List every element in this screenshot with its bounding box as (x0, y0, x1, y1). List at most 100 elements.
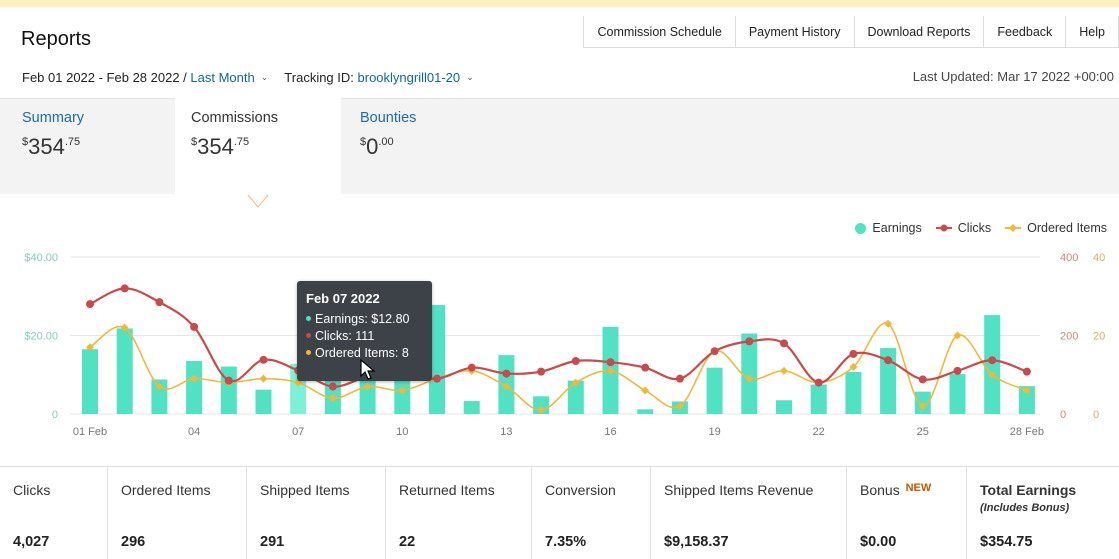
clicks-point (571, 357, 580, 366)
clicks-legend-icon (935, 224, 952, 232)
tab-summary-label[interactable]: Summary (22, 110, 85, 126)
ordered-items-point (849, 362, 858, 371)
tooltip-ordered-items: Ordered Items: 8 (306, 346, 432, 360)
earnings-bar (845, 372, 862, 414)
earnings-bar (949, 373, 966, 414)
clicks-point (120, 284, 129, 293)
clicks-point (502, 369, 511, 378)
legend-clicks[interactable]: Clicks (935, 221, 991, 235)
y-right-clicks-tick-label: 0 (1060, 409, 1066, 421)
top-nav: Commission Schedule Payment History Down… (583, 16, 1119, 48)
clicks-point (224, 376, 233, 385)
ordered-items-point (86, 343, 94, 352)
earnings-bar (429, 304, 445, 414)
clicks-point (259, 355, 268, 364)
ordered-items-point (502, 382, 511, 391)
ordered-items-legend-icon (1005, 224, 1022, 232)
help-button[interactable]: Help (1066, 16, 1119, 47)
earnings-bar (255, 389, 272, 414)
clicks-point (606, 358, 615, 367)
clicks-line (89, 287, 1028, 388)
date-range-text: Feb 01 2022 - Feb 28 2022 / (22, 70, 187, 85)
ordered-items-point (155, 382, 164, 391)
clicks-point (849, 349, 858, 358)
tracking-id-dropdown[interactable]: brooklyngrill01-20 (357, 70, 461, 85)
earnings-bar (220, 366, 237, 414)
clicks-point (953, 366, 962, 375)
chevron-down-icon[interactable]: ⌄ (466, 72, 474, 82)
earnings-bar (706, 367, 723, 414)
filter-row: Feb 01 2022 - Feb 28 2022 / Last Month ⌄… (22, 70, 490, 85)
ordered-items-point (780, 366, 788, 375)
earnings-bar (776, 400, 792, 414)
stats-row: Clicks 4,027 Ordered Items 296 Shipped I… (0, 466, 1119, 559)
y-right-items-tick-label: 0 (1093, 409, 1099, 421)
ordered-items-point (363, 382, 372, 391)
ordered-items-point (953, 331, 962, 340)
x-tick-label: 10 (396, 426, 408, 438)
tooltip-earnings: Earnings: $12.80 (306, 312, 432, 326)
ordered-items-point (328, 394, 337, 403)
earnings-bar (984, 315, 1001, 414)
commission-schedule-button[interactable]: Commission Schedule (584, 16, 736, 47)
stat-clicks: Clicks 4,027 (0, 467, 108, 559)
x-tick-label: 13 (500, 426, 512, 438)
earnings-bar (741, 333, 758, 414)
bounties-amount: $0.00 (360, 134, 394, 159)
ordered-items-point (606, 366, 615, 375)
clicks-point (675, 374, 684, 383)
stat-returned-items: Returned Items 22 (386, 467, 532, 559)
tab-commissions[interactable]: Commissions $354.75 (175, 98, 341, 196)
clicks-point (884, 356, 893, 365)
mouse-pointer-icon (360, 359, 376, 380)
ordered-items-point (190, 374, 199, 383)
ordered-items-point (1022, 386, 1031, 395)
chevron-down-icon[interactable]: ⌄ (260, 72, 269, 82)
y-right-clicks-tick-label: 200 (1060, 331, 1078, 343)
tab-summary[interactable]: Summary $354.75 (22, 98, 172, 196)
y-left-tick-label: $20.00 (24, 331, 58, 343)
payment-history-button[interactable]: Payment History (735, 16, 855, 47)
earnings-bar (637, 409, 654, 414)
summary-amount: $354.75 (22, 134, 81, 159)
stat-conversion: Conversion 7.35% (532, 467, 651, 559)
tooltip-clicks: Clicks: 111 (306, 329, 432, 343)
tracking-label: Tracking ID: (284, 70, 354, 85)
clicks-point (86, 300, 94, 309)
x-tick-label: 28 Feb (1010, 426, 1044, 438)
ordered-items-point (571, 378, 580, 387)
legend-earnings[interactable]: Earnings (855, 221, 922, 235)
earnings-bar (810, 384, 827, 414)
y-right-items-tick-label: 20 (1093, 331, 1105, 343)
clicks-point (155, 298, 164, 307)
ordered-items-point (120, 323, 129, 332)
x-tick-label: 16 (604, 426, 616, 438)
ordered-items-point (641, 386, 650, 395)
stat-total-earnings: Total Earnings (Includes Bonus) $354.75 (980, 482, 1077, 550)
tab-bounties-label[interactable]: Bounties (360, 110, 417, 126)
y-right-clicks-tick-label: 400 (1060, 252, 1078, 264)
ordered-items-point (675, 402, 684, 411)
y-left-tick-label: $40.00 (24, 252, 58, 264)
ordered-items-point (745, 374, 754, 383)
feedback-button[interactable]: Feedback (984, 16, 1067, 47)
tab-commissions-label[interactable]: Commissions (191, 110, 279, 126)
clicks-point (641, 363, 650, 372)
clicks-point (328, 382, 337, 391)
tooltip-date: Feb 07 2022 (306, 291, 380, 306)
legend-ordered-items[interactable]: Ordered Items (1005, 221, 1107, 235)
tab-bounties[interactable]: Bounties $0.00 (360, 98, 510, 196)
y-right-items-tick-label: 40 (1093, 252, 1105, 264)
commissions-amount: $354.75 (191, 134, 250, 159)
stat-shipped-items: Shipped Items 291 (247, 467, 386, 559)
clicks-point (745, 337, 754, 346)
clicks-point (537, 367, 546, 376)
ordered-items-point (918, 402, 927, 411)
x-tick-label: 25 (917, 426, 929, 438)
period-dropdown[interactable]: Last Month (190, 70, 255, 85)
clicks-point (710, 347, 719, 356)
earnings-bar (1018, 386, 1035, 414)
ordered-items-point (537, 406, 546, 415)
download-reports-button[interactable]: Download Reports (854, 16, 985, 47)
